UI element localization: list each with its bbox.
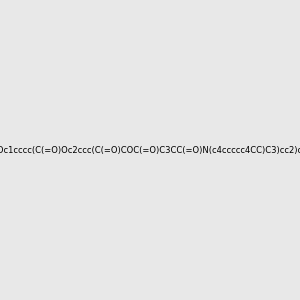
Text: COc1cccc(C(=O)Oc2ccc(C(=O)COC(=O)C3CC(=O)N(c4ccccc4CC)C3)cc2)c1: COc1cccc(C(=O)Oc2ccc(C(=O)COC(=O)C3CC(=O… xyxy=(0,146,300,154)
